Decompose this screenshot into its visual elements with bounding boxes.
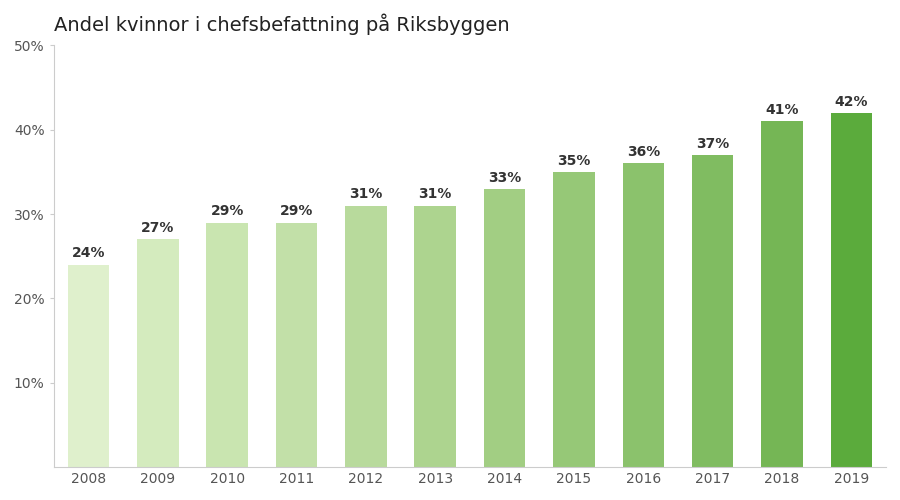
Text: Andel kvinnor i chefsbefattning på Riksbyggen: Andel kvinnor i chefsbefattning på Riksb… (54, 14, 509, 36)
Text: 27%: 27% (141, 221, 175, 235)
Bar (275, 222, 318, 467)
Bar (206, 222, 248, 467)
Text: 33%: 33% (488, 170, 521, 184)
Text: 24%: 24% (72, 246, 105, 260)
Bar (68, 264, 109, 467)
Bar (414, 206, 456, 467)
Bar (761, 121, 803, 467)
Bar (554, 172, 595, 467)
Bar (137, 240, 178, 467)
Bar (345, 206, 387, 467)
Bar (831, 113, 872, 467)
Text: 42%: 42% (834, 94, 868, 108)
Bar (692, 155, 734, 467)
Text: 36%: 36% (626, 145, 660, 159)
Text: 29%: 29% (280, 204, 313, 218)
Text: 31%: 31% (418, 188, 452, 202)
Text: 31%: 31% (349, 188, 382, 202)
Bar (623, 164, 664, 467)
Bar (484, 188, 526, 467)
Text: 37%: 37% (696, 137, 729, 151)
Text: 35%: 35% (557, 154, 590, 168)
Text: 29%: 29% (211, 204, 244, 218)
Text: 41%: 41% (765, 103, 799, 117)
